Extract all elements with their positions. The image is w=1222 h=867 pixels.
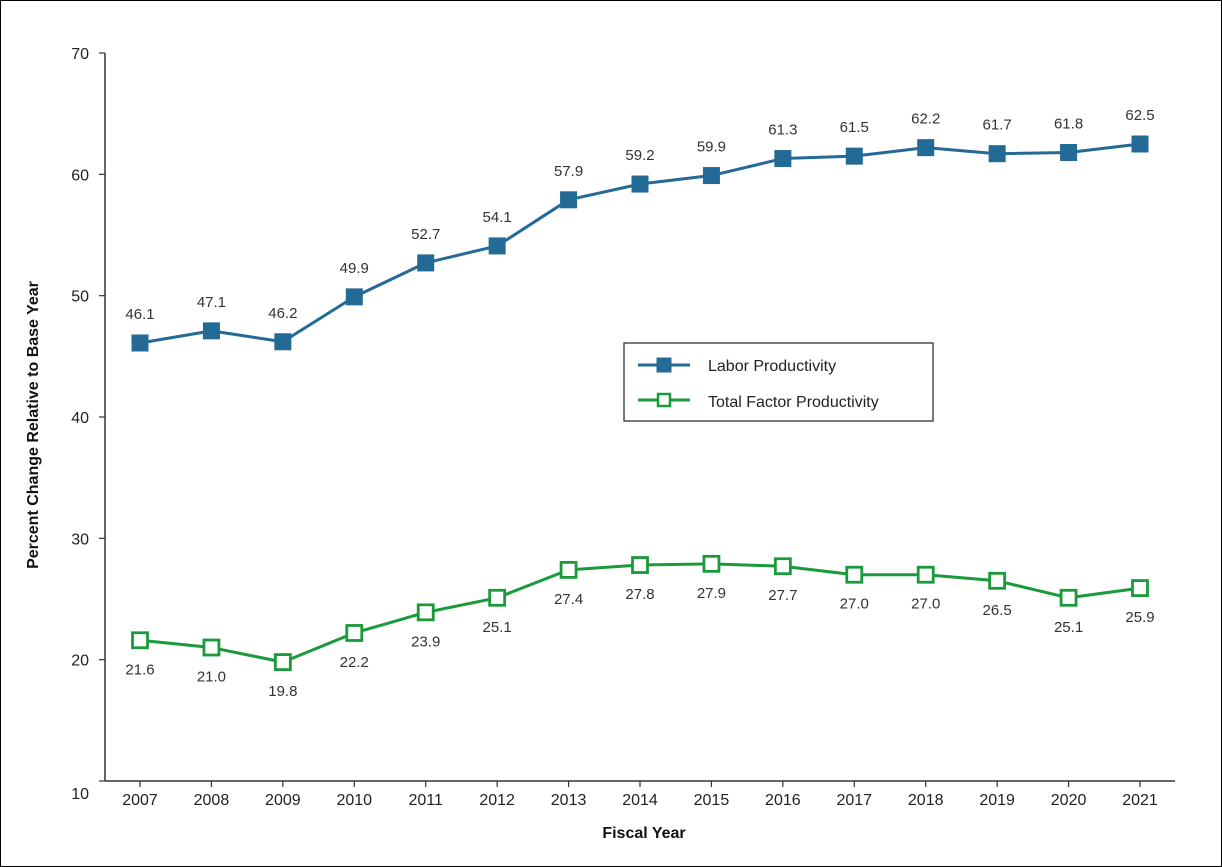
data-point [488,588,507,607]
legend-label: Total Factor Productivity [708,394,879,411]
x-tick-label: 2014 [622,792,658,809]
data-point [988,571,1007,590]
data-label: 62.2 [911,111,940,128]
data-point [1059,588,1078,607]
x-tick-label: 2018 [908,792,944,809]
x-tick-label: 2011 [409,792,444,809]
y-tick-label: 20 [71,653,89,670]
legend: Labor Productivity Total Factor Producti… [623,342,934,422]
y-tick-label: 70 [71,46,89,63]
data-label: 27.7 [768,587,797,604]
y-tick-label: 40 [71,410,89,427]
data-point [274,333,292,351]
y-tick-label: 60 [71,167,89,184]
x-ticks: 2007 2008 2009 2010 2011 2012 2013 2014 2015 2016… [122,781,1158,809]
data-point [631,175,649,193]
data-label: 23.9 [411,633,440,650]
data-label: 27.4 [554,591,583,608]
data-point [845,147,863,165]
data-label: 27.9 [697,585,726,602]
legend-box [623,342,934,422]
legend-hollow-square-icon [656,392,672,408]
legend-filled-square-icon [656,357,672,373]
data-label: 49.9 [340,260,369,277]
data-point [488,237,506,255]
data-point [417,254,435,272]
data-label: 47.1 [197,294,226,311]
y-tick-label: 50 [71,289,89,306]
data-label: 25.1 [1054,619,1083,636]
x-tick-label: 2019 [979,792,1015,809]
data-point [202,638,221,657]
data-point [131,334,149,352]
data-label: 25.9 [1125,609,1154,626]
y-tick-label: 10 [71,786,89,803]
series-layer: 46.1 47.1 46.2 49.9 52.7 54.1 57.9 59.2 59.9 61.3… [125,107,1154,700]
x-tick-label: 2015 [694,792,730,809]
y-tick-label: 30 [71,531,89,548]
data-label: 61.3 [768,122,797,139]
data-point [1131,579,1149,597]
x-tick-label: 2020 [1051,792,1087,809]
x-tick-label: 2021 [1122,792,1158,809]
series-labor-productivity: 46.1 47.1 46.2 49.9 52.7 54.1 57.9 59.2 59.9 61.3… [125,107,1155,352]
x-tick-label: 2008 [194,792,230,809]
data-label: 26.5 [983,602,1012,619]
data-label: 21.0 [197,669,226,686]
data-point [202,322,220,340]
y-axis-title: Percent Change Relative to Base Year [25,281,42,569]
data-label: 22.2 [340,654,369,671]
data-label: 27.8 [625,586,654,603]
data-point [416,603,435,622]
legend-item-total-factor-productivity: Total Factor Productivity [638,392,879,411]
data-point [131,631,149,650]
data-point [345,288,363,306]
x-tick-label: 2007 [122,792,158,809]
data-label: 46.2 [268,305,297,322]
data-label: 59.9 [697,139,726,156]
data-point [702,554,721,573]
data-point [631,556,649,574]
data-point [273,653,292,671]
legend-item-labor-productivity: Labor Productivity [638,357,836,375]
data-label: 46.1 [125,306,154,323]
x-tick-label: 2016 [765,792,801,809]
data-label: 21.6 [125,661,154,678]
data-point [773,557,792,576]
legend-label: Labor Productivity [708,358,836,375]
data-label: 61.7 [983,117,1012,134]
x-tick-label: 2009 [265,792,301,809]
data-label: 27.0 [840,596,869,613]
x-tick-label: 2017 [836,792,872,809]
data-label: 52.7 [411,226,440,243]
data-point [345,624,364,642]
data-label: 19.8 [268,683,297,700]
data-point [988,145,1006,163]
data-point [916,565,935,584]
x-tick-label: 2010 [336,792,372,809]
series-total-factor-productivity: 21.6 21.0 19.8 22.2 23.9 25.1 27.4 27.8 27.9 27.7… [125,554,1155,700]
data-point [917,139,935,157]
data-label: 62.5 [1125,107,1154,124]
data-label: 25.1 [483,619,512,636]
x-tick-label: 2012 [479,792,515,809]
data-point [1060,143,1078,161]
data-label: 61.8 [1054,115,1083,132]
x-tick-label: 2013 [551,792,587,809]
data-label: 61.5 [840,119,869,136]
data-label: 59.2 [625,147,654,164]
data-point [702,167,720,185]
data-point [845,565,864,584]
y-ticks: 10 20 30 40 50 60 70 [71,46,105,803]
data-point [560,191,578,209]
data-point [1131,135,1149,153]
data-point [559,560,578,579]
x-axis-title: Fiscal Year [602,825,685,842]
data-label: 54.1 [483,209,512,226]
data-point [774,150,792,168]
data-label: 57.9 [554,163,583,180]
data-label: 27.0 [911,596,940,613]
